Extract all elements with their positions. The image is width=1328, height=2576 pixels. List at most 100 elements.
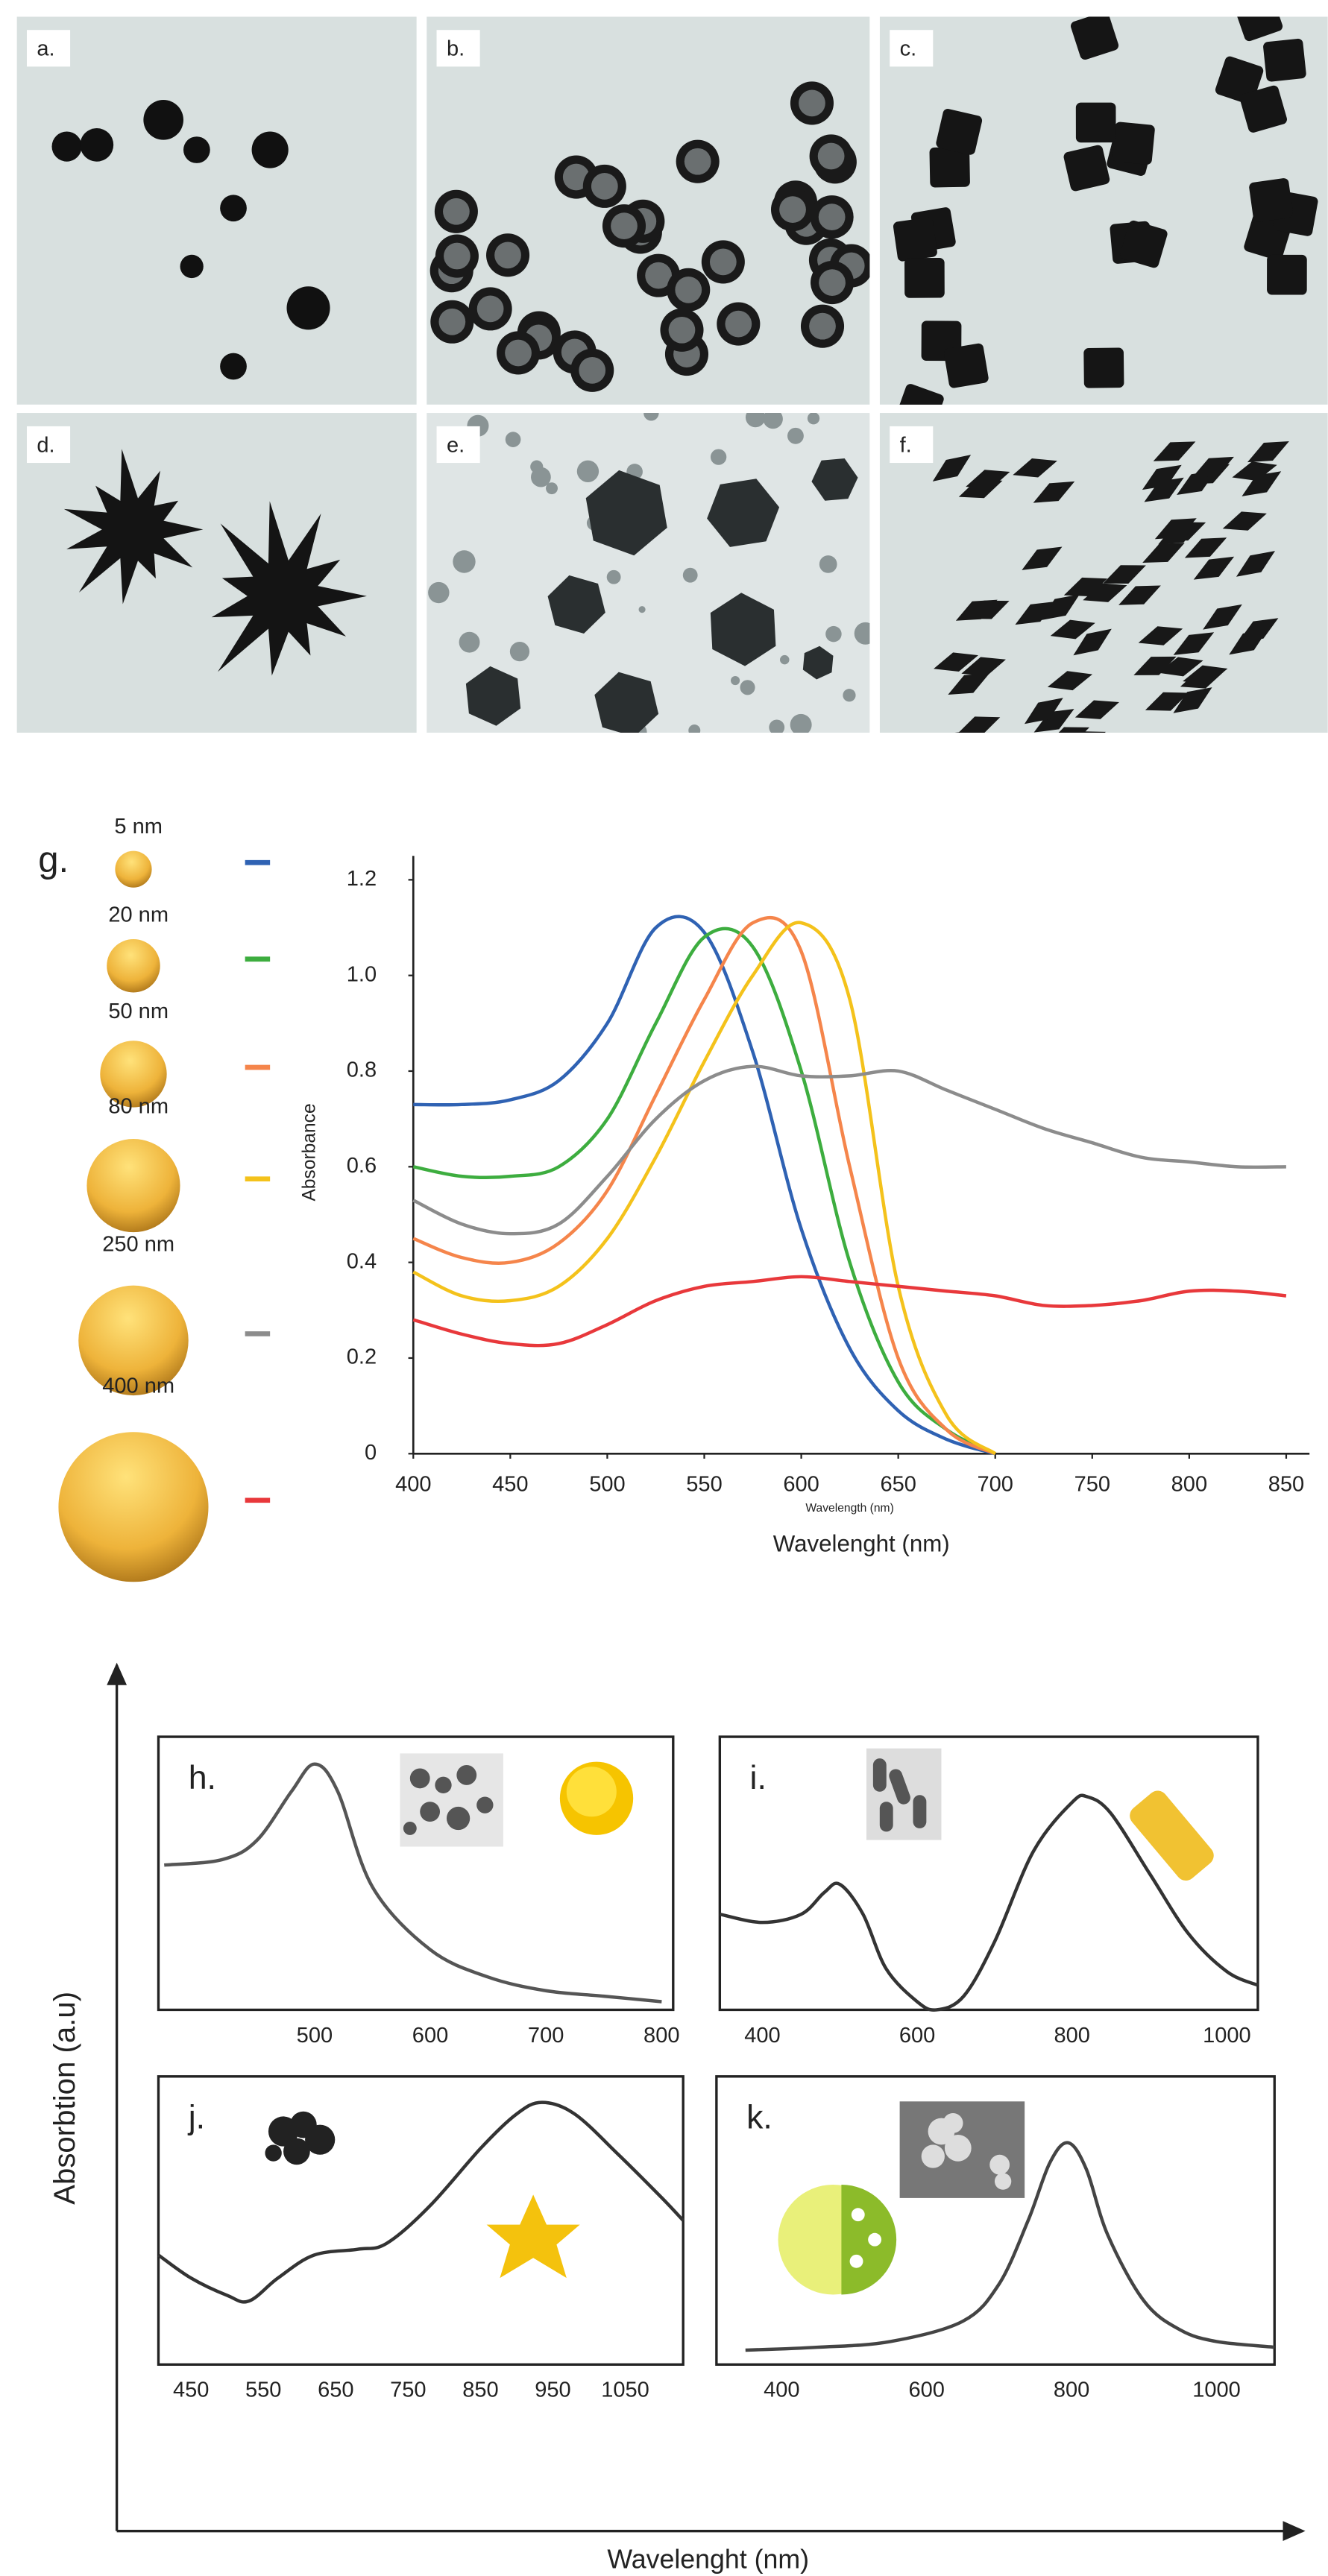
particle: [893, 217, 937, 262]
sphere-holes: [849, 2208, 882, 2268]
particle: [710, 593, 776, 666]
x-tick-label: 700: [528, 2024, 564, 2048]
tem-image: [879, 16, 1328, 405]
particle-core: [579, 356, 606, 384]
particle: [220, 353, 247, 380]
x-tick-label: 1050: [601, 2378, 649, 2402]
particle: [1118, 585, 1161, 605]
particle: [904, 257, 945, 298]
particle: [1173, 632, 1215, 655]
particle-small: [682, 567, 698, 583]
particle-small: [643, 413, 659, 421]
x-tick-label: 850: [462, 2378, 498, 2402]
y-tick-label: 1.0: [347, 962, 377, 986]
inset-rods: [872, 1758, 927, 1832]
particle: [802, 645, 834, 680]
x-tick-label: 800: [1171, 1472, 1207, 1496]
legend-sphere: [58, 1432, 209, 1582]
particle: [1144, 477, 1184, 502]
particle: [1063, 577, 1108, 596]
particle: [465, 666, 521, 726]
particle-core: [819, 269, 846, 296]
particle: [707, 479, 780, 547]
x-tick-label: 450: [492, 1472, 528, 1496]
particle-small: [531, 467, 551, 487]
inset-blob: [265, 2111, 336, 2165]
particle: [1242, 471, 1282, 496]
particle-small: [763, 413, 783, 429]
particle-small: [807, 413, 820, 425]
panel-label: e.: [447, 433, 465, 457]
particle-core: [709, 248, 737, 276]
x-tick-label: 600: [909, 2378, 945, 2402]
legend-sphere: [78, 1285, 189, 1396]
particle: [932, 455, 972, 482]
particle: [1192, 456, 1234, 478]
legend-sphere: [115, 850, 152, 888]
particle-core: [645, 262, 672, 289]
panel-label: d.: [37, 433, 54, 457]
x-tick-label: 850: [1268, 1472, 1304, 1496]
panel-label: j.: [187, 2100, 205, 2136]
particle: [1193, 556, 1235, 580]
particle: [1183, 665, 1228, 685]
x-tick-label: 600: [783, 1472, 819, 1496]
x-axis-label-outer: Wavelenght (nm): [773, 1530, 950, 1556]
x-tick-label: 400: [764, 2378, 799, 2402]
legend-label: 50 nm: [108, 1000, 169, 1023]
particle-core: [817, 142, 845, 170]
particle: [1040, 594, 1080, 621]
x-tick-label: 600: [412, 2024, 448, 2048]
x-tick-label: 800: [1054, 2378, 1089, 2402]
insets: [265, 1748, 1214, 2295]
particle-core: [494, 242, 521, 269]
x-tick-label: 600: [899, 2024, 935, 2048]
y-tick-label: 0: [365, 1441, 377, 1465]
particle-small: [787, 427, 804, 444]
particle: [1022, 546, 1063, 570]
particle: [1013, 458, 1057, 478]
legend-label: 80 nm: [108, 1094, 169, 1118]
tem-image: [427, 16, 870, 405]
y-tick-label: 0.8: [347, 1058, 377, 1082]
label-box: [436, 426, 480, 464]
particle-small: [710, 449, 727, 465]
y-tick-label: 0.2: [347, 1345, 377, 1369]
particle: [143, 100, 183, 140]
particle: [1234, 16, 1283, 42]
panel-label: h.: [189, 1760, 216, 1796]
particle: [1162, 522, 1206, 541]
particle-core: [505, 339, 532, 367]
x-tick-label: 500: [589, 1472, 625, 1496]
particle-small: [780, 654, 790, 665]
particle-small: [638, 606, 646, 613]
particle: [1173, 687, 1212, 713]
legend-label: 250 nm: [102, 1233, 174, 1257]
x-tick-label: 400: [395, 1472, 431, 1496]
particle: [934, 652, 978, 672]
particle: [1075, 102, 1116, 143]
label-box: [890, 30, 934, 67]
particle: [1047, 671, 1093, 691]
sphere-highlight: [566, 1767, 617, 1817]
y-axis-label: Absorbance: [299, 1103, 319, 1201]
legend-sphere: [107, 938, 160, 993]
panel-label: b.: [447, 37, 465, 61]
particle-small: [505, 432, 521, 447]
tem-image: [427, 413, 870, 733]
particle-core: [611, 212, 638, 240]
particle: [220, 195, 247, 222]
particle-small: [819, 555, 837, 573]
label-box: [436, 30, 480, 67]
x-tick-label: 1000: [1203, 2024, 1251, 2048]
particle-small: [769, 413, 776, 419]
particle: [1033, 481, 1075, 503]
particle: [1133, 656, 1177, 675]
star-icon: [486, 2194, 580, 2279]
x-tick-label: 750: [390, 2378, 426, 2402]
x-tick-label: 1000: [1192, 2378, 1241, 2402]
particle: [183, 136, 210, 163]
x-tick-label: 650: [880, 1472, 916, 1496]
particle: [1103, 565, 1146, 584]
